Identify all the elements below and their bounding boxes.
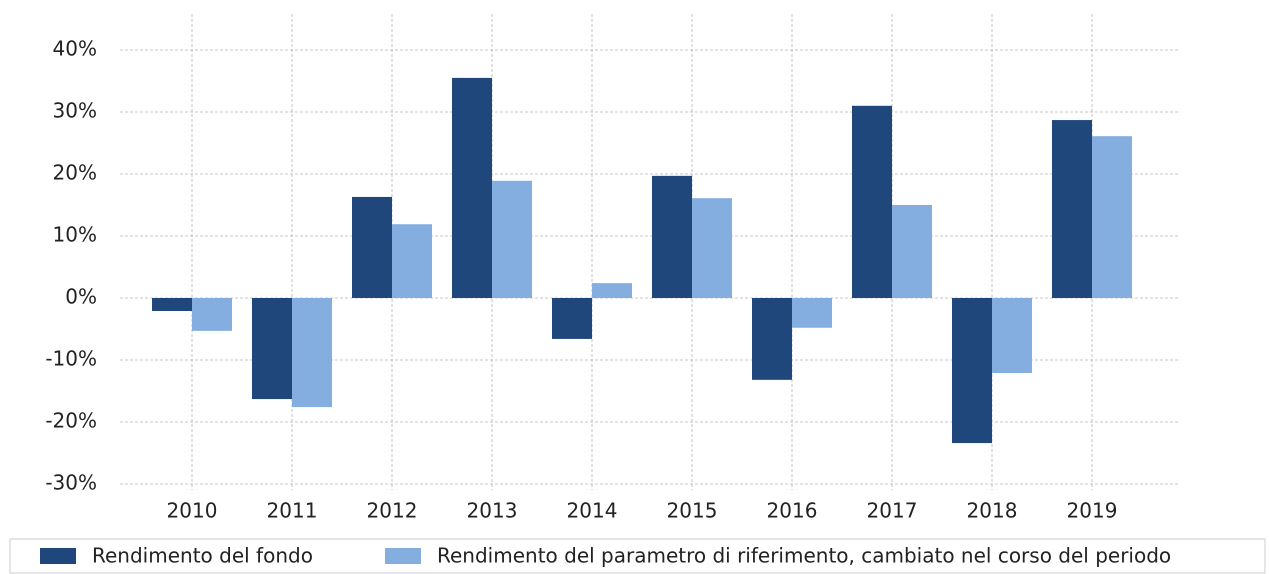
bar <box>552 298 592 339</box>
x-tick-label: 2015 <box>667 499 718 523</box>
bar <box>652 175 692 298</box>
bar <box>892 205 932 298</box>
y-tick-label: 20% <box>53 161 97 185</box>
x-tick-label: 2014 <box>567 499 618 523</box>
x-tick-label: 2019 <box>1067 499 1118 523</box>
x-tick-label: 2016 <box>767 499 818 523</box>
y-tick-label: -10% <box>45 347 97 371</box>
x-tick-label: 2011 <box>267 499 318 523</box>
bar <box>792 298 832 328</box>
x-tick-label: 2017 <box>867 499 918 523</box>
y-tick-label: 30% <box>53 99 97 123</box>
legend-label: Rendimento del parametro di riferimento,… <box>437 544 1171 568</box>
bar <box>592 283 632 298</box>
y-tick-label: -20% <box>45 409 97 433</box>
bar <box>1092 136 1132 298</box>
x-tick-label: 2018 <box>967 499 1018 523</box>
y-tick-label: 0% <box>65 285 97 309</box>
bar <box>1052 120 1092 298</box>
bar <box>152 298 192 312</box>
x-tick-label: 2012 <box>367 499 418 523</box>
bar <box>992 298 1032 374</box>
bar <box>252 298 292 400</box>
bar <box>392 224 432 298</box>
bar <box>752 298 792 380</box>
y-tick-label: -30% <box>45 471 97 495</box>
x-tick-label: 2013 <box>467 499 518 523</box>
bar <box>692 198 732 298</box>
bar <box>352 196 392 298</box>
x-tick-label: 2010 <box>167 499 218 523</box>
y-tick-label: 40% <box>53 37 97 61</box>
y-tick-label: 10% <box>53 223 97 247</box>
legend-swatch <box>385 548 421 564</box>
bar <box>192 298 232 331</box>
bar <box>292 298 332 408</box>
bar <box>492 180 532 298</box>
bar <box>952 298 992 444</box>
legend-label: Rendimento del fondo <box>92 544 313 568</box>
legend-frame <box>9 538 1266 574</box>
bar <box>452 77 492 299</box>
legend-swatch <box>40 548 76 564</box>
bar <box>852 105 892 298</box>
